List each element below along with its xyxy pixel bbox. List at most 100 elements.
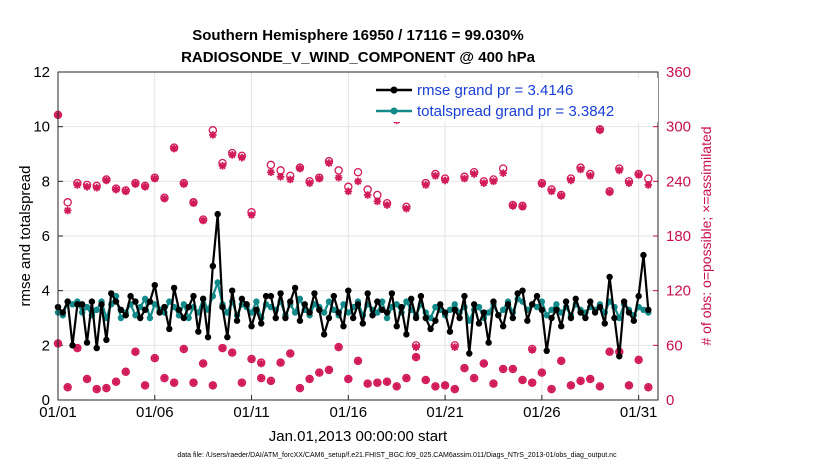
rmse-point <box>287 298 294 305</box>
rmse-point <box>645 306 652 313</box>
rmse-point <box>74 301 81 308</box>
rmse-point <box>567 314 575 322</box>
totalspread-point <box>451 301 458 308</box>
obs-assimilated-marker <box>160 194 169 203</box>
obs-assimilated-marker <box>315 174 324 183</box>
obs-assimilated-marker <box>499 365 507 373</box>
totalspread-point <box>146 314 154 322</box>
obs-assimilated-marker <box>112 185 120 194</box>
rmse-point <box>180 314 188 322</box>
obs-assimilated-marker <box>315 368 324 377</box>
obs-assimilated-marker <box>209 131 217 139</box>
totalspread-point <box>533 303 541 311</box>
totalspread-point <box>427 314 434 322</box>
footnote: data file: /Users/raeder/DAI/ATM_forcXX/… <box>177 452 617 459</box>
rmse-point <box>640 251 647 259</box>
totalspread-point <box>393 301 400 308</box>
x-axis: 01/01 01/06 01/11 01/16 01/21 01/26 01/31 <box>39 395 657 421</box>
rmse-point <box>272 314 279 322</box>
obs-assimilated-marker <box>305 179 314 187</box>
plot-frame <box>57 71 659 401</box>
rmse-point <box>412 314 420 322</box>
obs-assimilated-marker <box>392 382 401 391</box>
totalspread-point <box>185 314 192 322</box>
rmse-point <box>422 314 429 322</box>
legend-rmse-marker <box>390 86 398 94</box>
rmse-point <box>528 301 536 308</box>
totalspread-point <box>383 314 391 322</box>
rmse-point <box>625 309 633 316</box>
obs-assimilated-marker <box>383 377 391 386</box>
obs-assimilated-marker <box>363 191 372 199</box>
obs-assimilated-marker <box>180 180 188 188</box>
rmse-point <box>611 314 618 322</box>
obs-assimilated-marker <box>325 159 333 167</box>
obs-assimilated-marker <box>257 359 266 368</box>
totalspread-point <box>616 314 623 322</box>
x-tick-label: 01/21 <box>426 404 464 421</box>
obs-assimilated-marker <box>83 375 91 383</box>
totalspread-point <box>214 279 221 286</box>
rmse-point <box>417 292 425 300</box>
obs-assimilated-marker <box>189 378 198 387</box>
x-tick-label: 01/01 <box>39 404 77 421</box>
rmse-point <box>393 323 400 330</box>
obs-assimilated-marker <box>460 174 469 183</box>
rmse-point <box>64 298 71 305</box>
totalspread-point <box>403 298 410 305</box>
obs-assimilated-marker <box>528 346 536 354</box>
obs-assimilated-marker <box>441 176 449 185</box>
obs-assimilated-marker <box>83 183 91 191</box>
rmse-point <box>146 298 154 305</box>
obs-assimilated-marker <box>238 153 246 162</box>
obs-assimilated-marker <box>383 201 391 209</box>
rmse-point <box>480 309 488 316</box>
rmse-point <box>59 309 67 316</box>
obs-assimilated-marker <box>102 384 111 392</box>
obs-assimilated-marker <box>63 383 72 392</box>
obs-assimilated-marker <box>92 385 101 393</box>
rmse-point <box>151 282 158 289</box>
totalspread-point <box>83 303 91 311</box>
obs-assimilated-marker <box>209 381 217 390</box>
rmse-point <box>533 292 541 300</box>
obs-possible-marker <box>63 198 72 207</box>
rmse-point <box>504 301 512 308</box>
y-tick-label: 10 <box>33 119 50 136</box>
obs-assimilated-marker <box>450 343 459 351</box>
obs-assimilated-marker <box>605 188 614 197</box>
x-tick-label: 01/11 <box>233 404 269 421</box>
totalspread-point <box>141 295 149 303</box>
obs-assimilated-marker <box>334 343 343 351</box>
rmse-point <box>524 317 531 324</box>
rmse-point <box>441 309 449 316</box>
rmse-point <box>117 306 125 313</box>
obs-assimilated-marker <box>567 381 575 390</box>
rmse-point <box>335 309 342 316</box>
rmse-point <box>204 333 212 341</box>
rmse-point <box>470 301 478 308</box>
rmse-point <box>267 292 275 300</box>
totalspread-point <box>291 309 299 316</box>
legend-rmse-label: rmse grand pr = 3.4146 <box>417 82 573 99</box>
y2-axis-label: # of obs: o=possible; ×=assimilated <box>698 126 714 345</box>
rmse-point <box>548 314 555 322</box>
obs-assimilated-marker <box>73 344 82 352</box>
rmse-point <box>383 309 391 316</box>
rmse-point <box>316 306 323 313</box>
rmse-point <box>499 323 507 330</box>
rmse-point <box>311 290 318 297</box>
totalspread-point <box>151 301 158 308</box>
obs-assimilated-marker <box>344 375 353 383</box>
totalspread-point <box>374 309 381 316</box>
y-tick-label: 4 <box>42 283 50 300</box>
totalspread-point <box>543 312 550 319</box>
obs-assimilated-marker <box>247 355 256 363</box>
rmse-point <box>262 292 270 300</box>
obs-assimilated-marker <box>431 172 440 180</box>
totalspread-point <box>553 301 560 308</box>
y-tick-label: 12 <box>33 64 50 81</box>
obs-assimilated-marker <box>557 357 566 365</box>
totalspread-point <box>253 298 260 305</box>
rmse-point <box>562 298 570 305</box>
